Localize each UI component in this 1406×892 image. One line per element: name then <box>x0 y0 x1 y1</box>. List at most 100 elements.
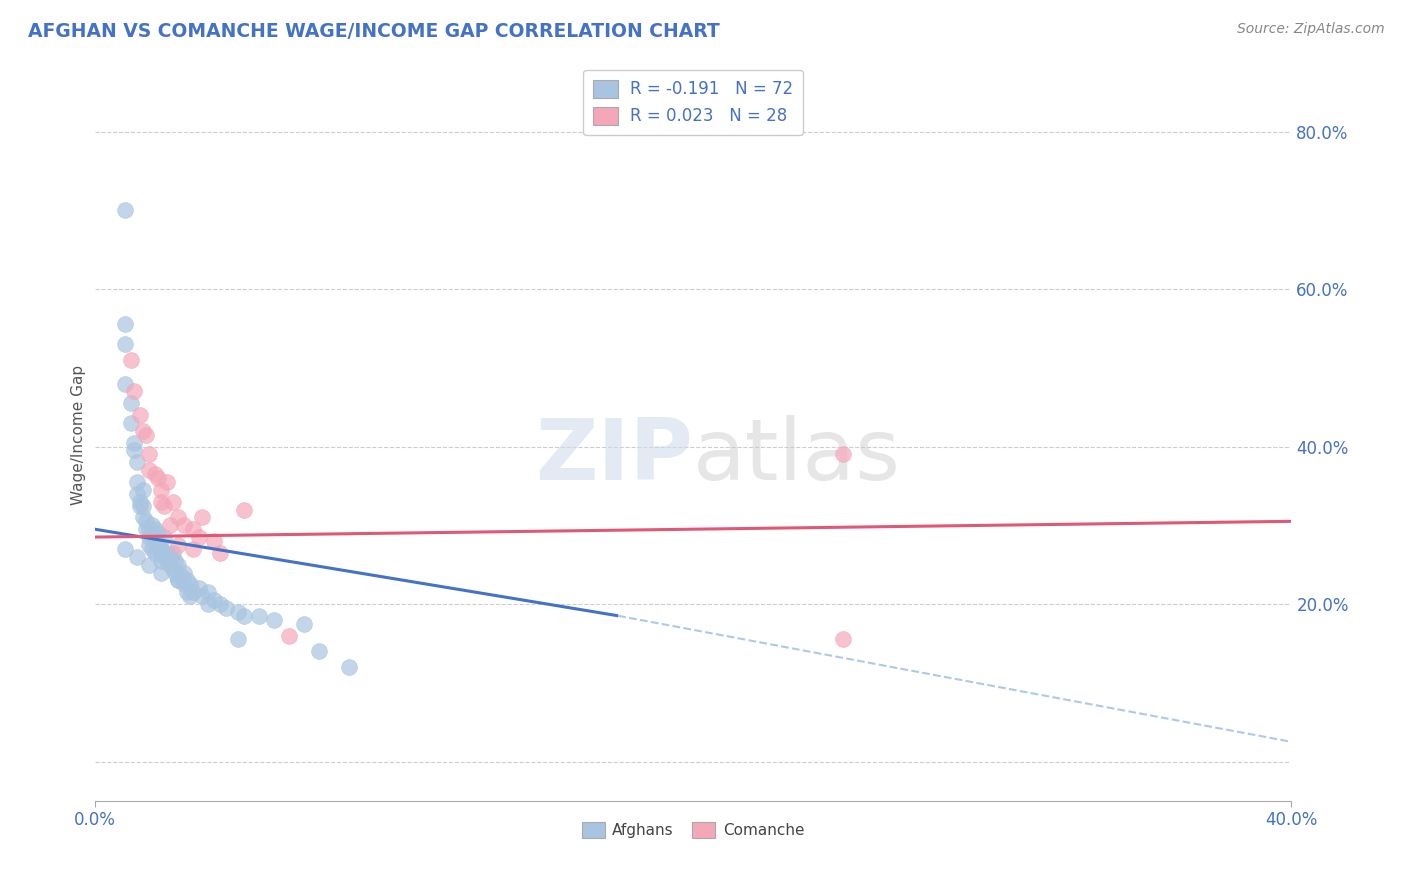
Point <box>162 561 184 575</box>
Point <box>114 376 136 391</box>
Point <box>179 577 201 591</box>
Point <box>141 518 163 533</box>
Point <box>209 546 232 560</box>
Point <box>191 510 214 524</box>
Point <box>165 566 187 580</box>
Point <box>228 632 250 647</box>
Y-axis label: Wage/Income Gap: Wage/Income Gap <box>72 365 86 505</box>
Point <box>159 518 181 533</box>
Point <box>128 499 150 513</box>
Legend: Afghans, Comanche: Afghans, Comanche <box>575 815 810 845</box>
Point <box>131 510 153 524</box>
Point <box>167 538 190 552</box>
Point <box>155 554 177 568</box>
Point <box>162 546 184 560</box>
Point <box>247 608 270 623</box>
Point <box>122 435 145 450</box>
Point <box>191 589 214 603</box>
Point <box>197 597 219 611</box>
Point <box>122 443 145 458</box>
Point <box>149 566 172 580</box>
Point <box>188 530 211 544</box>
Point <box>159 549 181 564</box>
Point <box>120 416 142 430</box>
Point <box>138 463 160 477</box>
Point <box>292 616 315 631</box>
Point <box>143 467 166 481</box>
Point <box>155 546 177 560</box>
Point <box>167 558 190 572</box>
Point <box>143 534 166 549</box>
Point <box>202 534 225 549</box>
Point <box>173 577 195 591</box>
Point <box>152 499 174 513</box>
Point <box>152 530 174 544</box>
Point <box>135 514 157 528</box>
Point <box>149 541 172 556</box>
Point <box>209 597 232 611</box>
Point <box>263 613 285 627</box>
Point <box>125 455 148 469</box>
Point <box>167 510 190 524</box>
Point <box>143 546 166 560</box>
Point <box>167 574 190 588</box>
Text: AFGHAN VS COMANCHE WAGE/INCOME GAP CORRELATION CHART: AFGHAN VS COMANCHE WAGE/INCOME GAP CORRE… <box>28 22 720 41</box>
Point <box>131 424 153 438</box>
Text: atlas: atlas <box>693 415 901 498</box>
Point <box>125 549 148 564</box>
Point <box>138 530 160 544</box>
Point <box>120 396 142 410</box>
Point <box>120 352 142 367</box>
Point <box>125 487 148 501</box>
Point <box>114 337 136 351</box>
Point <box>197 585 219 599</box>
Point <box>162 494 184 508</box>
Point <box>176 585 198 599</box>
Point <box>831 632 853 647</box>
Point <box>202 593 225 607</box>
Point <box>215 601 238 615</box>
Point <box>135 522 157 536</box>
Point <box>125 475 148 489</box>
Point <box>831 447 853 461</box>
Point <box>146 471 169 485</box>
Point <box>149 483 172 497</box>
Point <box>308 644 330 658</box>
Point <box>131 499 153 513</box>
Point <box>149 494 172 508</box>
Point <box>128 408 150 422</box>
Point <box>173 518 195 533</box>
Point <box>176 574 198 588</box>
Point <box>138 558 160 572</box>
Point <box>183 585 205 599</box>
Point <box>278 628 301 642</box>
Point <box>165 554 187 568</box>
Point <box>337 660 360 674</box>
Point <box>138 447 160 461</box>
Point <box>152 549 174 564</box>
Point <box>167 574 190 588</box>
Point <box>233 502 256 516</box>
Point <box>146 538 169 552</box>
Point <box>183 522 205 536</box>
Point <box>188 581 211 595</box>
Point <box>155 475 177 489</box>
Point <box>114 318 136 332</box>
Point <box>170 569 193 583</box>
Point <box>135 427 157 442</box>
Point <box>146 526 169 541</box>
Point <box>149 546 172 560</box>
Point <box>233 608 256 623</box>
Point <box>114 541 136 556</box>
Point <box>179 589 201 603</box>
Text: Source: ZipAtlas.com: Source: ZipAtlas.com <box>1237 22 1385 37</box>
Point <box>228 605 250 619</box>
Point <box>159 558 181 572</box>
Point <box>183 541 205 556</box>
Point <box>149 554 172 568</box>
Point <box>143 522 166 536</box>
Point <box>114 203 136 218</box>
Point <box>131 483 153 497</box>
Point <box>141 541 163 556</box>
Point <box>173 566 195 580</box>
